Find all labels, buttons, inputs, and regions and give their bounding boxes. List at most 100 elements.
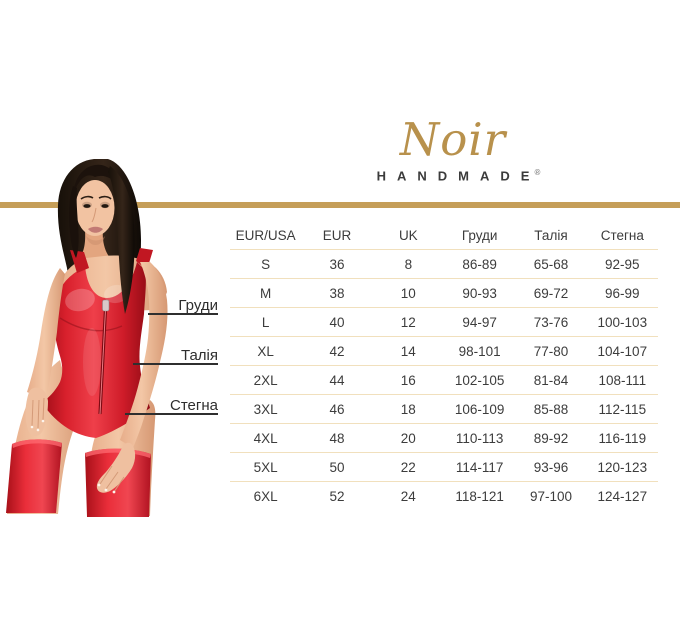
table-cell: 89-92 [533,430,569,446]
table-cell: 94-97 [462,314,497,330]
table-cell: 22 [400,459,416,475]
table-cell: 73-76 [533,314,569,330]
table-cell: 118-121 [455,488,504,504]
pointer-line-chest [148,313,218,315]
left-stocking [6,439,62,513]
table-cell: 108-111 [598,372,647,388]
left-stocking-band [12,439,62,448]
table-cell: 16 [400,372,416,388]
table-cell: 10 [400,285,416,301]
measurement-label-chest: Груди [178,297,218,314]
table-cell: 114-117 [455,459,504,475]
table-cell: 20 [400,430,416,446]
zipper-pull [102,299,110,312]
table-cell: 77-80 [533,343,569,359]
registered-mark: ® [534,168,541,177]
model-bodysuit [42,262,150,438]
table-cell: 100-103 [597,314,648,330]
fingernail [97,483,101,487]
table-cell: 96-99 [605,285,640,301]
gold-divider-band [0,202,680,208]
table-cell: 44 [329,372,345,388]
table-cell: 116-119 [598,430,647,446]
table-cell: 42 [329,343,345,359]
zipper-teeth [99,299,107,415]
model-left-arm [27,268,65,400]
table-cell: L [261,314,270,330]
table-cell: 93-96 [533,459,569,475]
table-cell: 81-84 [533,372,569,388]
table-cell: 38 [329,285,345,301]
table-cell: 40 [329,314,345,330]
fingernail [41,419,45,423]
table-cell: 4XL [253,430,278,446]
table-cell: 8 [404,256,413,272]
table-cell: 46 [329,401,345,417]
model-right-arm [120,262,168,448]
table-cell: 14 [400,343,416,359]
model-hair-side [108,166,135,314]
brand-script-logo: Noir [399,113,507,166]
header-cell: Груди [461,228,498,243]
fingernail [30,425,34,429]
table-cell: 36 [329,256,345,272]
bodysuit-highlight [65,288,95,312]
table-cell: 3XL [253,401,278,417]
model-right-hand [96,442,136,493]
table-row: M 38 10 90-93 69-72 96-99 [230,279,658,308]
table-row: 5XL 50 22 114-117 93-96 120-123 [230,453,658,482]
pointer-line-hips [125,413,218,415]
model-left-hand [25,387,48,436]
model-face [75,180,115,236]
table-cell: 124-127 [597,488,648,504]
measurement-label-waist: Талія [180,347,218,364]
table-cell: 6XL [253,488,278,504]
table-cell: 12 [400,314,416,330]
right-eye [101,204,109,208]
eyebrows [80,195,112,200]
model-hair-left-strand [69,186,79,258]
measurement-label-hips: Стегна [170,397,218,414]
table-cell: 85-88 [533,401,569,417]
header-cell: EUR/USA [235,228,296,243]
model-photo [6,159,168,517]
bodysuit-sheen [83,328,101,396]
table-cell: 65-68 [533,256,569,272]
table-cell: 48 [329,430,345,446]
table-cell: 92-95 [605,256,640,272]
bodysuit-left-strap [70,250,89,273]
table-header-row: EUR/USA EUR UK Груди Талія Стегна [230,222,658,250]
pointer-line-waist [133,363,218,365]
table-cell: 50 [329,459,345,475]
header-cell: Стегна [600,228,644,243]
size-table: EUR/USA EUR UK Груди Талія Стегна S 36 8 86-89 65-… [230,222,658,510]
table-cell: 52 [329,488,345,504]
table-cell: 106-109 [454,401,505,417]
table-row: 4XL 48 20 110-113 89-92 116-119 [230,424,658,453]
left-hand-fingers [31,397,45,429]
table-row: 3XL 46 18 106-109 85-88 112-115 [230,395,658,424]
table-cell: M [260,285,272,301]
lips [88,226,103,233]
table-cell: 18 [400,401,416,417]
brand-wordmark: HANDMADE® [340,168,577,183]
table-cell: 69-72 [533,285,569,301]
neck-shadow [86,236,105,245]
table-cell: 112-115 [598,401,647,417]
table-cell: XL [257,343,274,359]
table-cell: 97-100 [529,488,572,504]
fingernail [104,488,108,492]
table-cell: S [261,256,271,272]
left-eye [83,204,91,208]
brand-wordmark-text: HANDMADE [376,168,541,184]
table-cell: 104-107 [597,343,648,359]
header-cell: EUR [322,228,352,243]
header-cell: UK [398,228,418,243]
table-cell: 86-89 [462,256,497,272]
table-cell: 90-93 [462,285,497,301]
table-cell: 102-105 [454,372,505,388]
table-cell: 5XL [253,459,278,475]
right-hand-fingers [99,465,125,493]
fingernail [36,428,40,432]
table-row: L 40 12 94-97 73-76 100-103 [230,308,658,337]
